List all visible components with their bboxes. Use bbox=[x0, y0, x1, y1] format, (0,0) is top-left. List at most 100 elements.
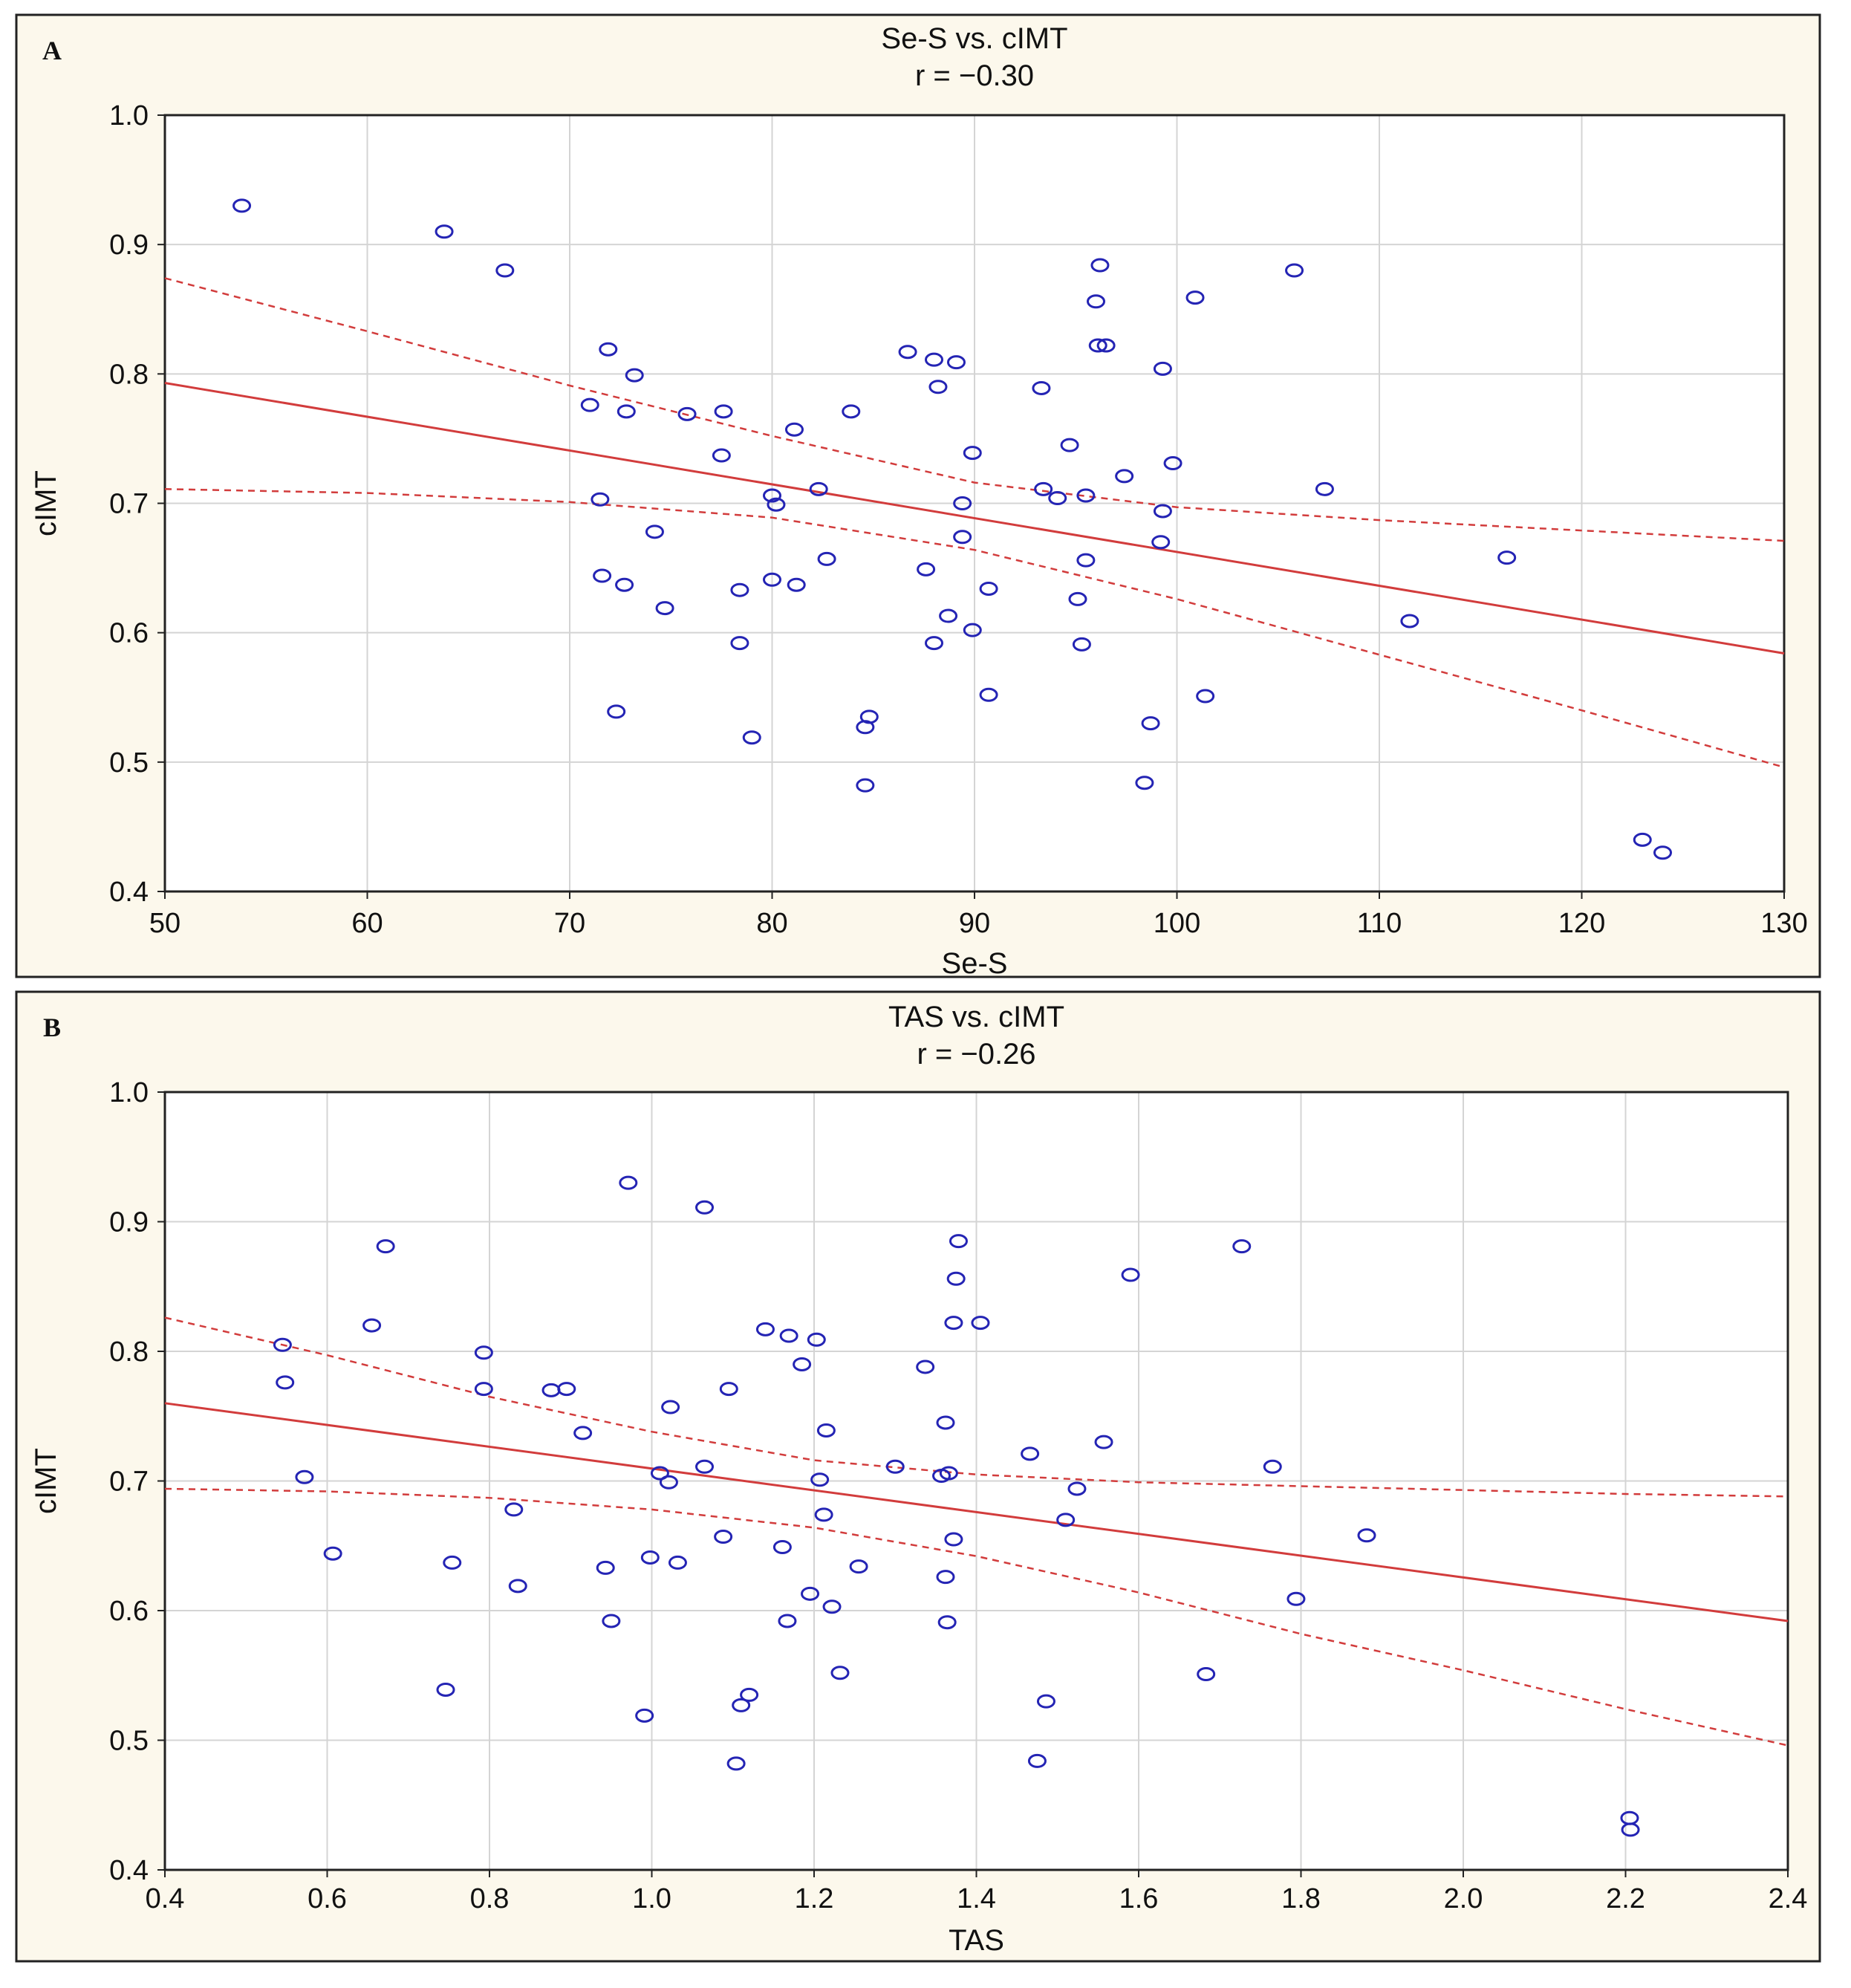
data-point bbox=[917, 562, 936, 576]
data-point bbox=[655, 601, 674, 616]
data-point bbox=[436, 1682, 455, 1697]
regression-line bbox=[164, 382, 1785, 654]
data-point bbox=[936, 1570, 955, 1585]
data-point bbox=[1096, 338, 1116, 353]
data-point bbox=[714, 404, 733, 419]
y-tick-label: 0.9 bbox=[109, 1207, 149, 1238]
x-tick-label: 70 bbox=[554, 908, 585, 939]
data-point bbox=[787, 577, 806, 592]
data-point bbox=[376, 1239, 395, 1254]
confidence-band-upper bbox=[164, 1316, 1789, 1498]
data-point bbox=[640, 1550, 660, 1565]
data-point bbox=[772, 1539, 792, 1554]
x-tick-label: 1.2 bbox=[795, 1883, 834, 1914]
panel-letter: B bbox=[43, 1013, 61, 1042]
data-point bbox=[937, 1615, 957, 1630]
y-tick-label: 0.8 bbox=[109, 359, 149, 390]
x-axis-title: TAS bbox=[949, 1924, 1004, 1957]
panel-letter: A bbox=[42, 36, 62, 65]
data-point bbox=[1285, 263, 1304, 278]
data-point bbox=[949, 1234, 968, 1249]
data-point bbox=[362, 1318, 382, 1333]
data-point bbox=[971, 1316, 990, 1331]
x-tick-label: 100 bbox=[1154, 908, 1200, 939]
chart-title: TAS vs. cIMT bbox=[888, 1001, 1064, 1033]
data-point bbox=[953, 496, 972, 510]
y-axis-title: cIMT bbox=[30, 1448, 62, 1514]
correlation-label: r = −0.30 bbox=[915, 59, 1034, 92]
data-point bbox=[1094, 1435, 1113, 1449]
x-axis-title: Se-S bbox=[942, 947, 1008, 980]
data-point bbox=[1060, 438, 1079, 452]
regression-line bbox=[164, 1402, 1789, 1622]
data-point bbox=[730, 582, 749, 597]
data-point bbox=[784, 422, 804, 437]
data-point bbox=[944, 1316, 963, 1331]
data-point bbox=[1032, 380, 1051, 395]
y-tick-label: 0.6 bbox=[109, 618, 149, 649]
data-point bbox=[615, 577, 634, 592]
data-point bbox=[916, 1360, 935, 1374]
data-point bbox=[659, 1475, 678, 1490]
data-point bbox=[963, 623, 982, 637]
data-point bbox=[939, 1466, 958, 1481]
data-point bbox=[645, 524, 664, 539]
data-point bbox=[557, 1382, 576, 1397]
data-point bbox=[830, 1666, 850, 1680]
data-point bbox=[607, 704, 626, 719]
data-point bbox=[661, 1400, 680, 1414]
data-point bbox=[1163, 456, 1183, 471]
data-point bbox=[295, 1469, 314, 1484]
y-tick-label: 0.5 bbox=[109, 747, 149, 779]
data-point bbox=[779, 1328, 798, 1343]
data-point bbox=[979, 687, 998, 702]
data-point bbox=[946, 1271, 966, 1286]
data-point bbox=[1056, 1513, 1076, 1527]
x-tick-label: 1.0 bbox=[632, 1883, 671, 1914]
data-point bbox=[273, 1337, 292, 1352]
data-point bbox=[944, 1532, 963, 1547]
data-point bbox=[232, 198, 252, 213]
data-point bbox=[1036, 1694, 1055, 1709]
data-point bbox=[1115, 469, 1134, 484]
data-point bbox=[807, 1332, 826, 1347]
data-point bbox=[599, 342, 618, 357]
y-tick-label: 0.8 bbox=[109, 1336, 149, 1368]
confidence-band-upper bbox=[164, 277, 1785, 542]
y-tick-label: 0.6 bbox=[109, 1596, 149, 1627]
y-axis-title: cIMT bbox=[30, 470, 62, 536]
correlation-label: r = −0.26 bbox=[917, 1038, 1035, 1071]
data-point bbox=[1286, 1591, 1306, 1606]
data-point bbox=[1153, 361, 1172, 376]
data-point bbox=[778, 1614, 797, 1628]
data-point bbox=[495, 263, 515, 278]
data-point bbox=[726, 1756, 746, 1771]
data-point bbox=[625, 368, 644, 383]
y-tick-label: 0.9 bbox=[109, 230, 149, 261]
data-point bbox=[939, 608, 958, 623]
data-point bbox=[814, 1507, 833, 1522]
x-tick-label: 1.6 bbox=[1119, 1883, 1159, 1914]
x-tick-label: 1.4 bbox=[957, 1883, 996, 1914]
data-point bbox=[323, 1546, 342, 1561]
x-tick-label: 80 bbox=[756, 908, 787, 939]
data-point bbox=[859, 709, 879, 724]
data-point bbox=[898, 345, 917, 360]
data-point bbox=[732, 1698, 751, 1712]
data-point bbox=[856, 778, 875, 793]
data-point bbox=[979, 581, 998, 596]
data-point bbox=[1653, 845, 1672, 860]
data-point bbox=[573, 1426, 593, 1440]
data-point bbox=[809, 481, 828, 496]
data-point bbox=[504, 1502, 524, 1517]
data-point bbox=[1263, 1459, 1282, 1474]
data-point bbox=[677, 406, 697, 421]
data-point bbox=[474, 1345, 493, 1360]
data-point bbox=[668, 1555, 687, 1570]
data-point bbox=[1072, 637, 1091, 652]
data-point bbox=[276, 1375, 295, 1390]
data-point bbox=[849, 1559, 868, 1574]
data-point bbox=[596, 1560, 615, 1575]
data-point bbox=[602, 1614, 621, 1628]
